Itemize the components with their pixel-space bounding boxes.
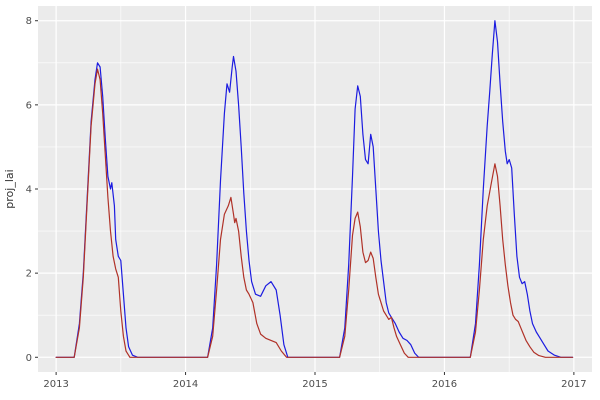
- y-tick-label: 6: [26, 100, 32, 111]
- x-tick-label: 2013: [43, 379, 68, 390]
- x-tick-label: 2014: [173, 379, 198, 390]
- y-tick-label: 4: [26, 185, 32, 196]
- x-tick-label: 2017: [561, 379, 586, 390]
- x-tick-label: 2015: [302, 379, 327, 390]
- y-tick-label: 8: [26, 16, 32, 27]
- y-axis-title: proj_lai: [3, 169, 16, 208]
- series-line-blue: [55, 20, 574, 358]
- y-tick-label: 2: [26, 269, 32, 280]
- series-line-red: [55, 68, 574, 358]
- y-tick-label: 0: [26, 353, 32, 364]
- x-tick-label: 2016: [432, 379, 457, 390]
